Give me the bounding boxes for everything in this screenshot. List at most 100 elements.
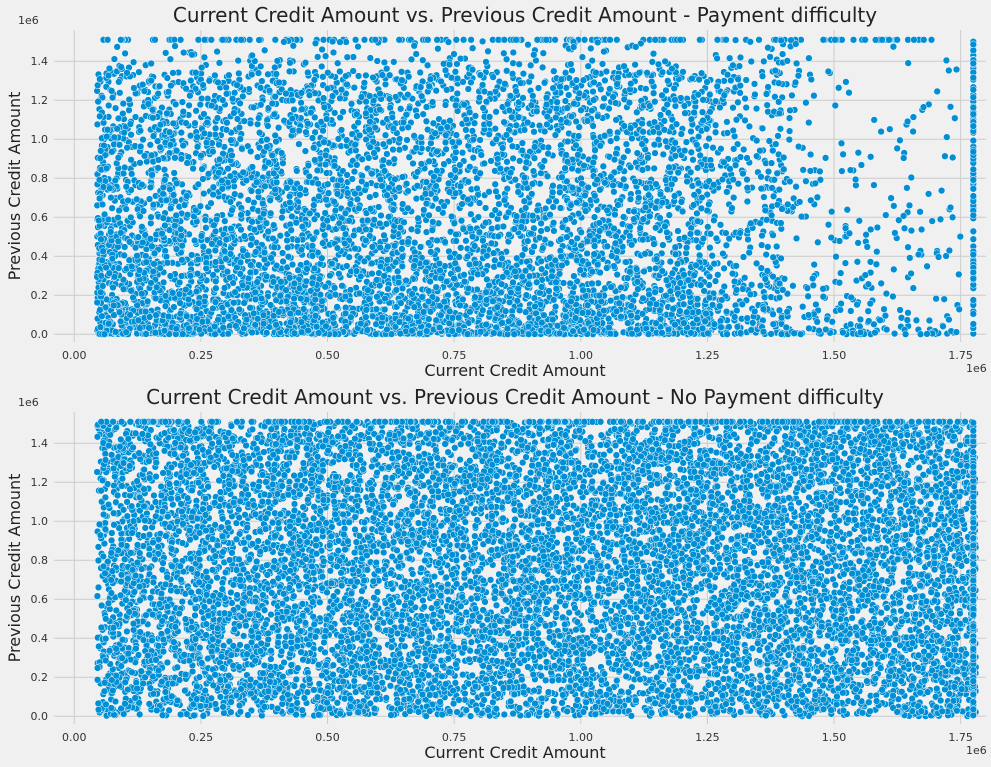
scatter-point	[590, 123, 597, 130]
scatter-point	[202, 217, 209, 224]
scatter-point	[194, 143, 201, 150]
scatter-point	[477, 137, 484, 144]
scatter-point	[591, 214, 598, 221]
scatter-point	[678, 131, 685, 138]
scatter-point	[144, 298, 151, 305]
scatter-point	[557, 236, 564, 243]
scatter-point	[160, 215, 167, 222]
scatter-point	[442, 139, 449, 146]
scatter-point	[316, 193, 323, 200]
scatter-point	[641, 268, 648, 275]
scatter-point	[660, 151, 667, 158]
scatter-point	[199, 318, 206, 325]
scatter-point	[446, 189, 453, 196]
scatter-point	[381, 168, 388, 175]
scatter-point	[627, 223, 634, 230]
scatter-point	[270, 279, 277, 286]
scatter-point	[470, 154, 477, 161]
scatter-point	[468, 211, 475, 218]
scatter-point	[595, 280, 602, 287]
scatter-point	[486, 114, 493, 121]
scatter-point	[132, 244, 139, 251]
scatter-point	[325, 190, 332, 197]
scatter-point	[302, 148, 309, 155]
scatter-point	[513, 213, 520, 220]
scatter-point	[550, 204, 557, 211]
scatter-point	[723, 308, 730, 315]
scatter-point	[260, 320, 267, 327]
scatter-point	[557, 205, 564, 212]
scatter-point	[115, 214, 122, 221]
scatter-point	[147, 184, 154, 191]
scatter-point	[248, 242, 255, 249]
scatter-point	[215, 316, 222, 323]
scatter-point	[420, 207, 427, 214]
scatter-point	[717, 318, 724, 325]
scatter-point	[212, 125, 219, 132]
scatter-point	[562, 98, 569, 105]
scatter-point	[466, 261, 473, 268]
scatter-point	[344, 190, 351, 197]
scatter-point	[251, 226, 258, 233]
scatter-point	[415, 215, 422, 222]
scatter-point	[441, 203, 448, 210]
scatter-point	[591, 251, 598, 258]
scatter-point	[740, 146, 747, 153]
scatter-point	[417, 69, 424, 76]
scatter-point	[241, 325, 248, 332]
scatter-point	[897, 137, 904, 144]
scatter-point	[871, 117, 878, 124]
scatter-point	[425, 316, 432, 323]
scatter-point	[611, 225, 618, 232]
scatter-point	[522, 309, 529, 316]
scatter-point	[128, 287, 135, 294]
scatter-point	[665, 109, 672, 116]
scatter-point	[684, 178, 691, 185]
scatter-point	[324, 217, 331, 224]
scatter-point	[518, 224, 525, 231]
scatter-point	[99, 313, 106, 320]
scatter-point	[367, 205, 374, 212]
scatter-point	[495, 233, 502, 240]
scatter-point	[167, 273, 174, 280]
scatter-point	[758, 242, 765, 249]
scatter-point	[296, 141, 303, 148]
scatter-point	[306, 210, 313, 217]
scatter-point	[531, 243, 538, 250]
scatter-point	[351, 84, 358, 91]
scatter-point	[241, 233, 248, 240]
scatter-point	[687, 169, 694, 176]
scatter-point	[331, 284, 338, 291]
scatter-point	[160, 279, 167, 286]
scatter-point	[370, 74, 377, 81]
scatter-point	[757, 282, 764, 289]
scatter-point	[392, 94, 399, 101]
scatter-point	[378, 212, 385, 219]
scatter-point	[294, 237, 301, 244]
scatter-point	[614, 271, 621, 278]
scatter-point	[231, 191, 238, 198]
scatter-point	[482, 205, 489, 212]
scatter-point	[239, 145, 246, 152]
scatter-point	[594, 261, 601, 268]
scatter-point	[712, 98, 719, 105]
scatter-point	[127, 214, 134, 221]
scatter-point	[100, 248, 107, 255]
scatter-point	[148, 280, 155, 287]
scatter-point	[493, 108, 500, 115]
scatter-point	[711, 260, 718, 267]
scatter-point	[691, 272, 698, 279]
scatter-point	[374, 293, 381, 300]
scatter-point	[286, 275, 293, 282]
scatter-point	[173, 180, 180, 187]
scatter-point	[700, 235, 707, 242]
scatter-point	[575, 210, 582, 217]
scatter-point	[399, 254, 406, 261]
scatter-point	[519, 252, 526, 259]
scatter-point	[890, 293, 897, 300]
scatter-point	[480, 105, 487, 112]
scatter-point	[265, 228, 272, 235]
scatter-point	[457, 244, 464, 251]
scatter-point	[114, 125, 121, 132]
scatter-point	[636, 69, 643, 76]
